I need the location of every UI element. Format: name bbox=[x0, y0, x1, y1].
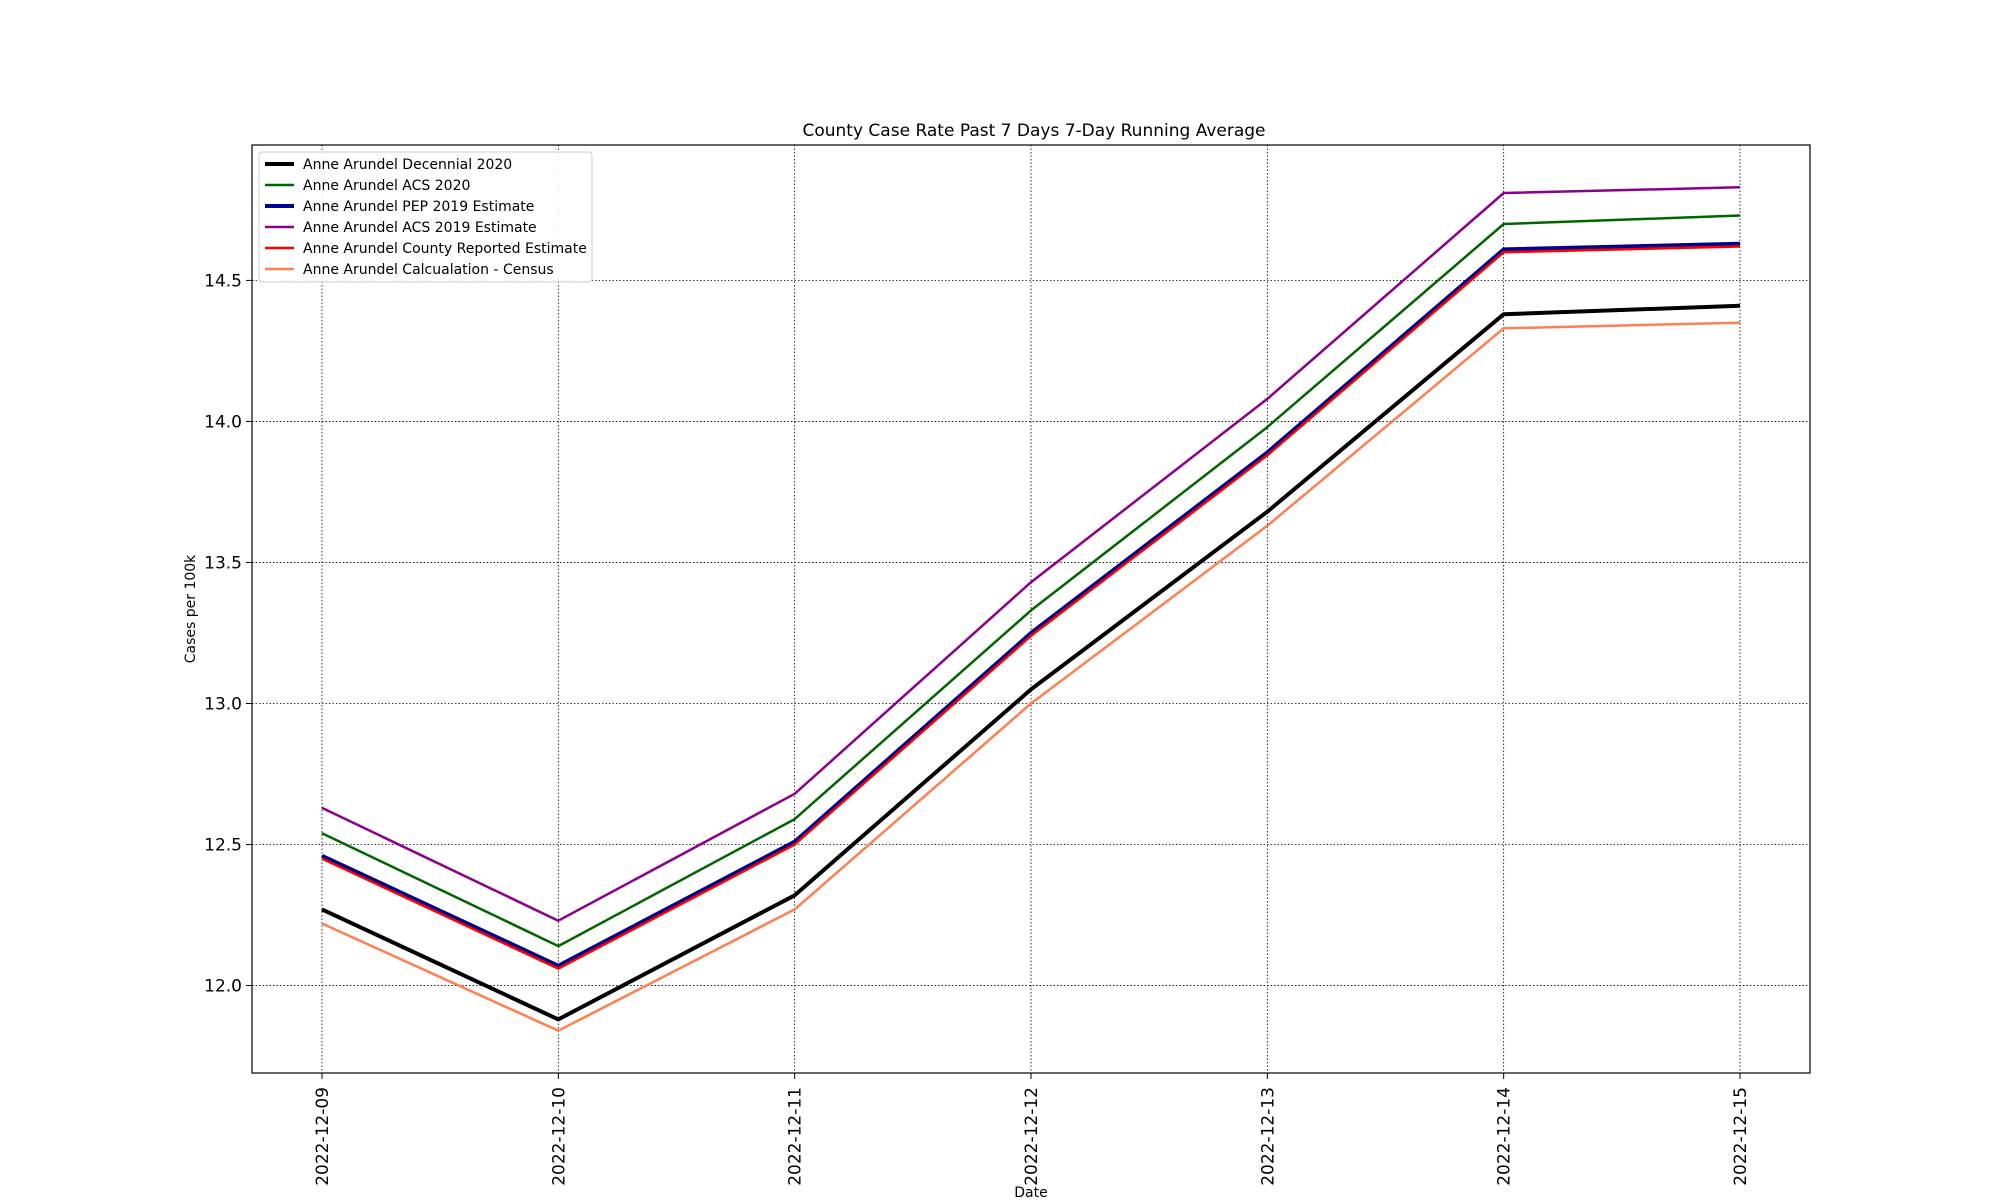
series-line bbox=[321, 241, 1741, 968]
x-tick-label: 2022-12-14 bbox=[1495, 1087, 1515, 1186]
legend-label: Anne Arundel Calcualation - Census bbox=[303, 262, 554, 278]
x-tick-label: 2022-12-11 bbox=[786, 1087, 806, 1186]
series-line bbox=[321, 303, 1741, 1022]
grid-lines bbox=[252, 145, 1810, 1073]
x-tick-label: 2022-12-09 bbox=[313, 1087, 333, 1186]
data-series bbox=[321, 186, 1741, 1032]
legend-label: Anne Arundel County Reported Estimate bbox=[303, 241, 587, 257]
x-tick-label: 2022-12-13 bbox=[1258, 1087, 1278, 1186]
y-tick-label: 14.0 bbox=[204, 412, 242, 432]
x-tick-label: 2022-12-12 bbox=[1022, 1087, 1042, 1186]
y-tick-label: 13.5 bbox=[204, 553, 242, 573]
legend: Anne Arundel Decennial 2020 Anne Arundel … bbox=[258, 151, 593, 283]
y-tick-label: 12.5 bbox=[204, 836, 242, 856]
legend-label: Anne Arundel ACS 2019 Estimate bbox=[303, 220, 537, 236]
x-axis-label: Date bbox=[1014, 1185, 1047, 1200]
x-axis-ticks: 2022-12-09 2022-12-10 2022-12-11 2022-12-12… bbox=[313, 1073, 1751, 1186]
series-line bbox=[321, 321, 1741, 1032]
legend-label: Anne Arundel Decennial 2020 bbox=[303, 157, 512, 173]
y-tick-label: 14.5 bbox=[204, 271, 242, 291]
series-line bbox=[321, 186, 1741, 922]
x-tick-label: 2022-12-10 bbox=[549, 1087, 569, 1186]
y-tick-label: 12.0 bbox=[204, 977, 242, 997]
chart-title: County Case Rate Past 7 Days 7-Day Runni… bbox=[802, 121, 1265, 141]
series-line bbox=[321, 245, 1741, 970]
legend-label: Anne Arundel PEP 2019 Estimate bbox=[303, 199, 534, 215]
y-axis-label: Cases per 100k bbox=[183, 554, 199, 663]
x-tick-label: 2022-12-15 bbox=[1731, 1087, 1751, 1186]
legend-label: Anne Arundel ACS 2020 bbox=[303, 178, 470, 194]
y-axis-ticks: 12.0 12.5 13.0 13.5 14.0 14.5 bbox=[204, 271, 252, 997]
y-tick-label: 13.0 bbox=[204, 694, 242, 714]
series-line bbox=[321, 214, 1741, 948]
legend-box bbox=[258, 151, 593, 283]
